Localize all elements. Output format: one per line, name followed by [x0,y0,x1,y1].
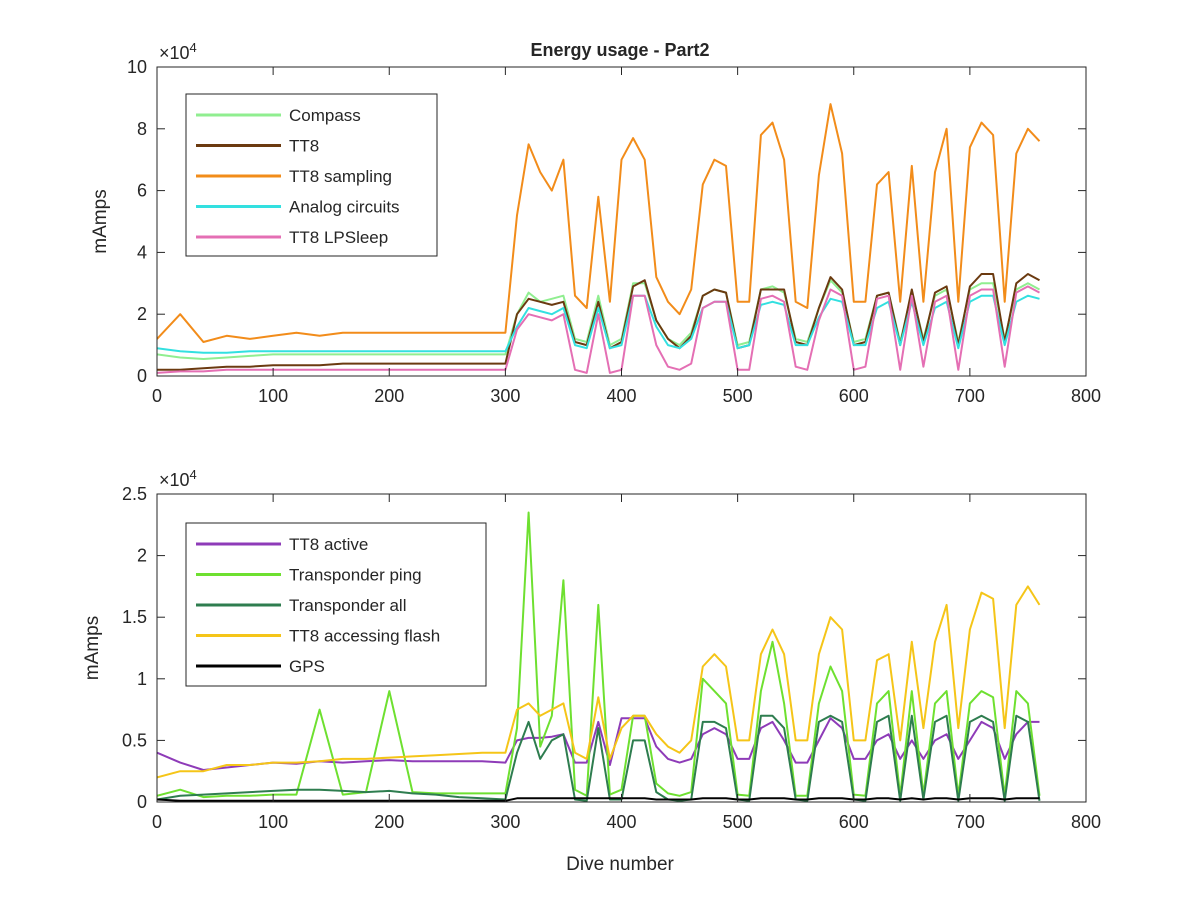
legend-label: TT8 [289,137,319,156]
legend-label: TT8 LPSleep [289,228,388,247]
y-tick-label: 0.5 [122,730,147,750]
series-line-tt8 [157,273,1040,371]
x-tick-label: 500 [723,812,753,832]
x-tick-label: 500 [723,386,753,406]
y-tick-label: 4 [137,242,147,262]
x-tick-label: 800 [1071,386,1101,406]
x-tick-label: 100 [258,812,288,832]
x-tick-label: 600 [839,386,869,406]
x-tick-label: 800 [1071,812,1101,832]
legend-label: TT8 accessing flash [289,627,440,646]
y-exponent-label: ×104 [159,467,197,490]
legend: TT8 active Transponder ping Transponder al… [185,522,487,687]
y-exponent-label: ×104 [159,40,197,63]
y-tick-label: 8 [137,119,147,139]
x-tick-label: 300 [490,386,520,406]
series-group [157,511,1041,802]
x-tick-label: 400 [606,812,636,832]
y-tick-label: 2 [137,546,147,566]
legend-label: GPS [289,657,325,676]
x-axis-label: Dive number [566,854,674,875]
legend: Compass TT8 TT8 sampling Analog circuits TT8… [185,93,438,257]
series-group [157,103,1041,374]
y-axis-label: mAmps [90,189,111,253]
x-tick-label: 200 [374,812,404,832]
y-tick-label: 1 [137,669,147,689]
legend-label: TT8 sampling [289,167,392,186]
x-tick-label: 400 [606,386,636,406]
y-tick-label: 0 [137,366,147,386]
y-tick-label: 0 [137,792,147,812]
legend-label: Transponder ping [289,566,422,585]
x-tick-label: 100 [258,386,288,406]
y-tick-label: 2 [137,304,147,324]
x-tick-label: 300 [490,812,520,832]
series-line-tt8-active [157,717,1040,771]
x-tick-label: 0 [152,386,162,406]
y-tick-label: 10 [127,57,147,77]
chart-title: Energy usage - Part2 [530,40,709,60]
series-line-tt8-lpsleep [157,285,1040,374]
y-tick-label: 1.5 [122,607,147,627]
legend-label: Analog circuits [289,198,400,217]
x-tick-label: 600 [839,812,869,832]
series-line-tt8-sampling [157,103,1041,343]
legend-label: TT8 active [289,535,368,554]
x-tick-label: 0 [152,812,162,832]
y-tick-label: 6 [137,181,147,201]
y-axis-label: mAmps [82,616,103,680]
axes-1: 0 100 200 300 400 500 600 700 800 0 2 4 6 8 10 ×104 mAmp… [90,40,1101,406]
series-line-gps [157,797,1040,802]
series-line-analog-circuits [157,294,1040,354]
x-tick-label: 700 [955,812,985,832]
y-tick-label: 2.5 [122,484,147,504]
series-line-tt8-accessing-flash [157,585,1041,779]
x-tick-label: 200 [374,386,404,406]
series-line-transponder-ping [157,511,1041,799]
x-tick-label: 700 [955,386,985,406]
legend-label: Compass [289,106,361,125]
legend-label: Transponder all [289,596,407,615]
axes-2: 0 100 200 300 400 500 600 700 800 0 0.5 1 1.5 2 2.5 ×10… [82,467,1101,832]
